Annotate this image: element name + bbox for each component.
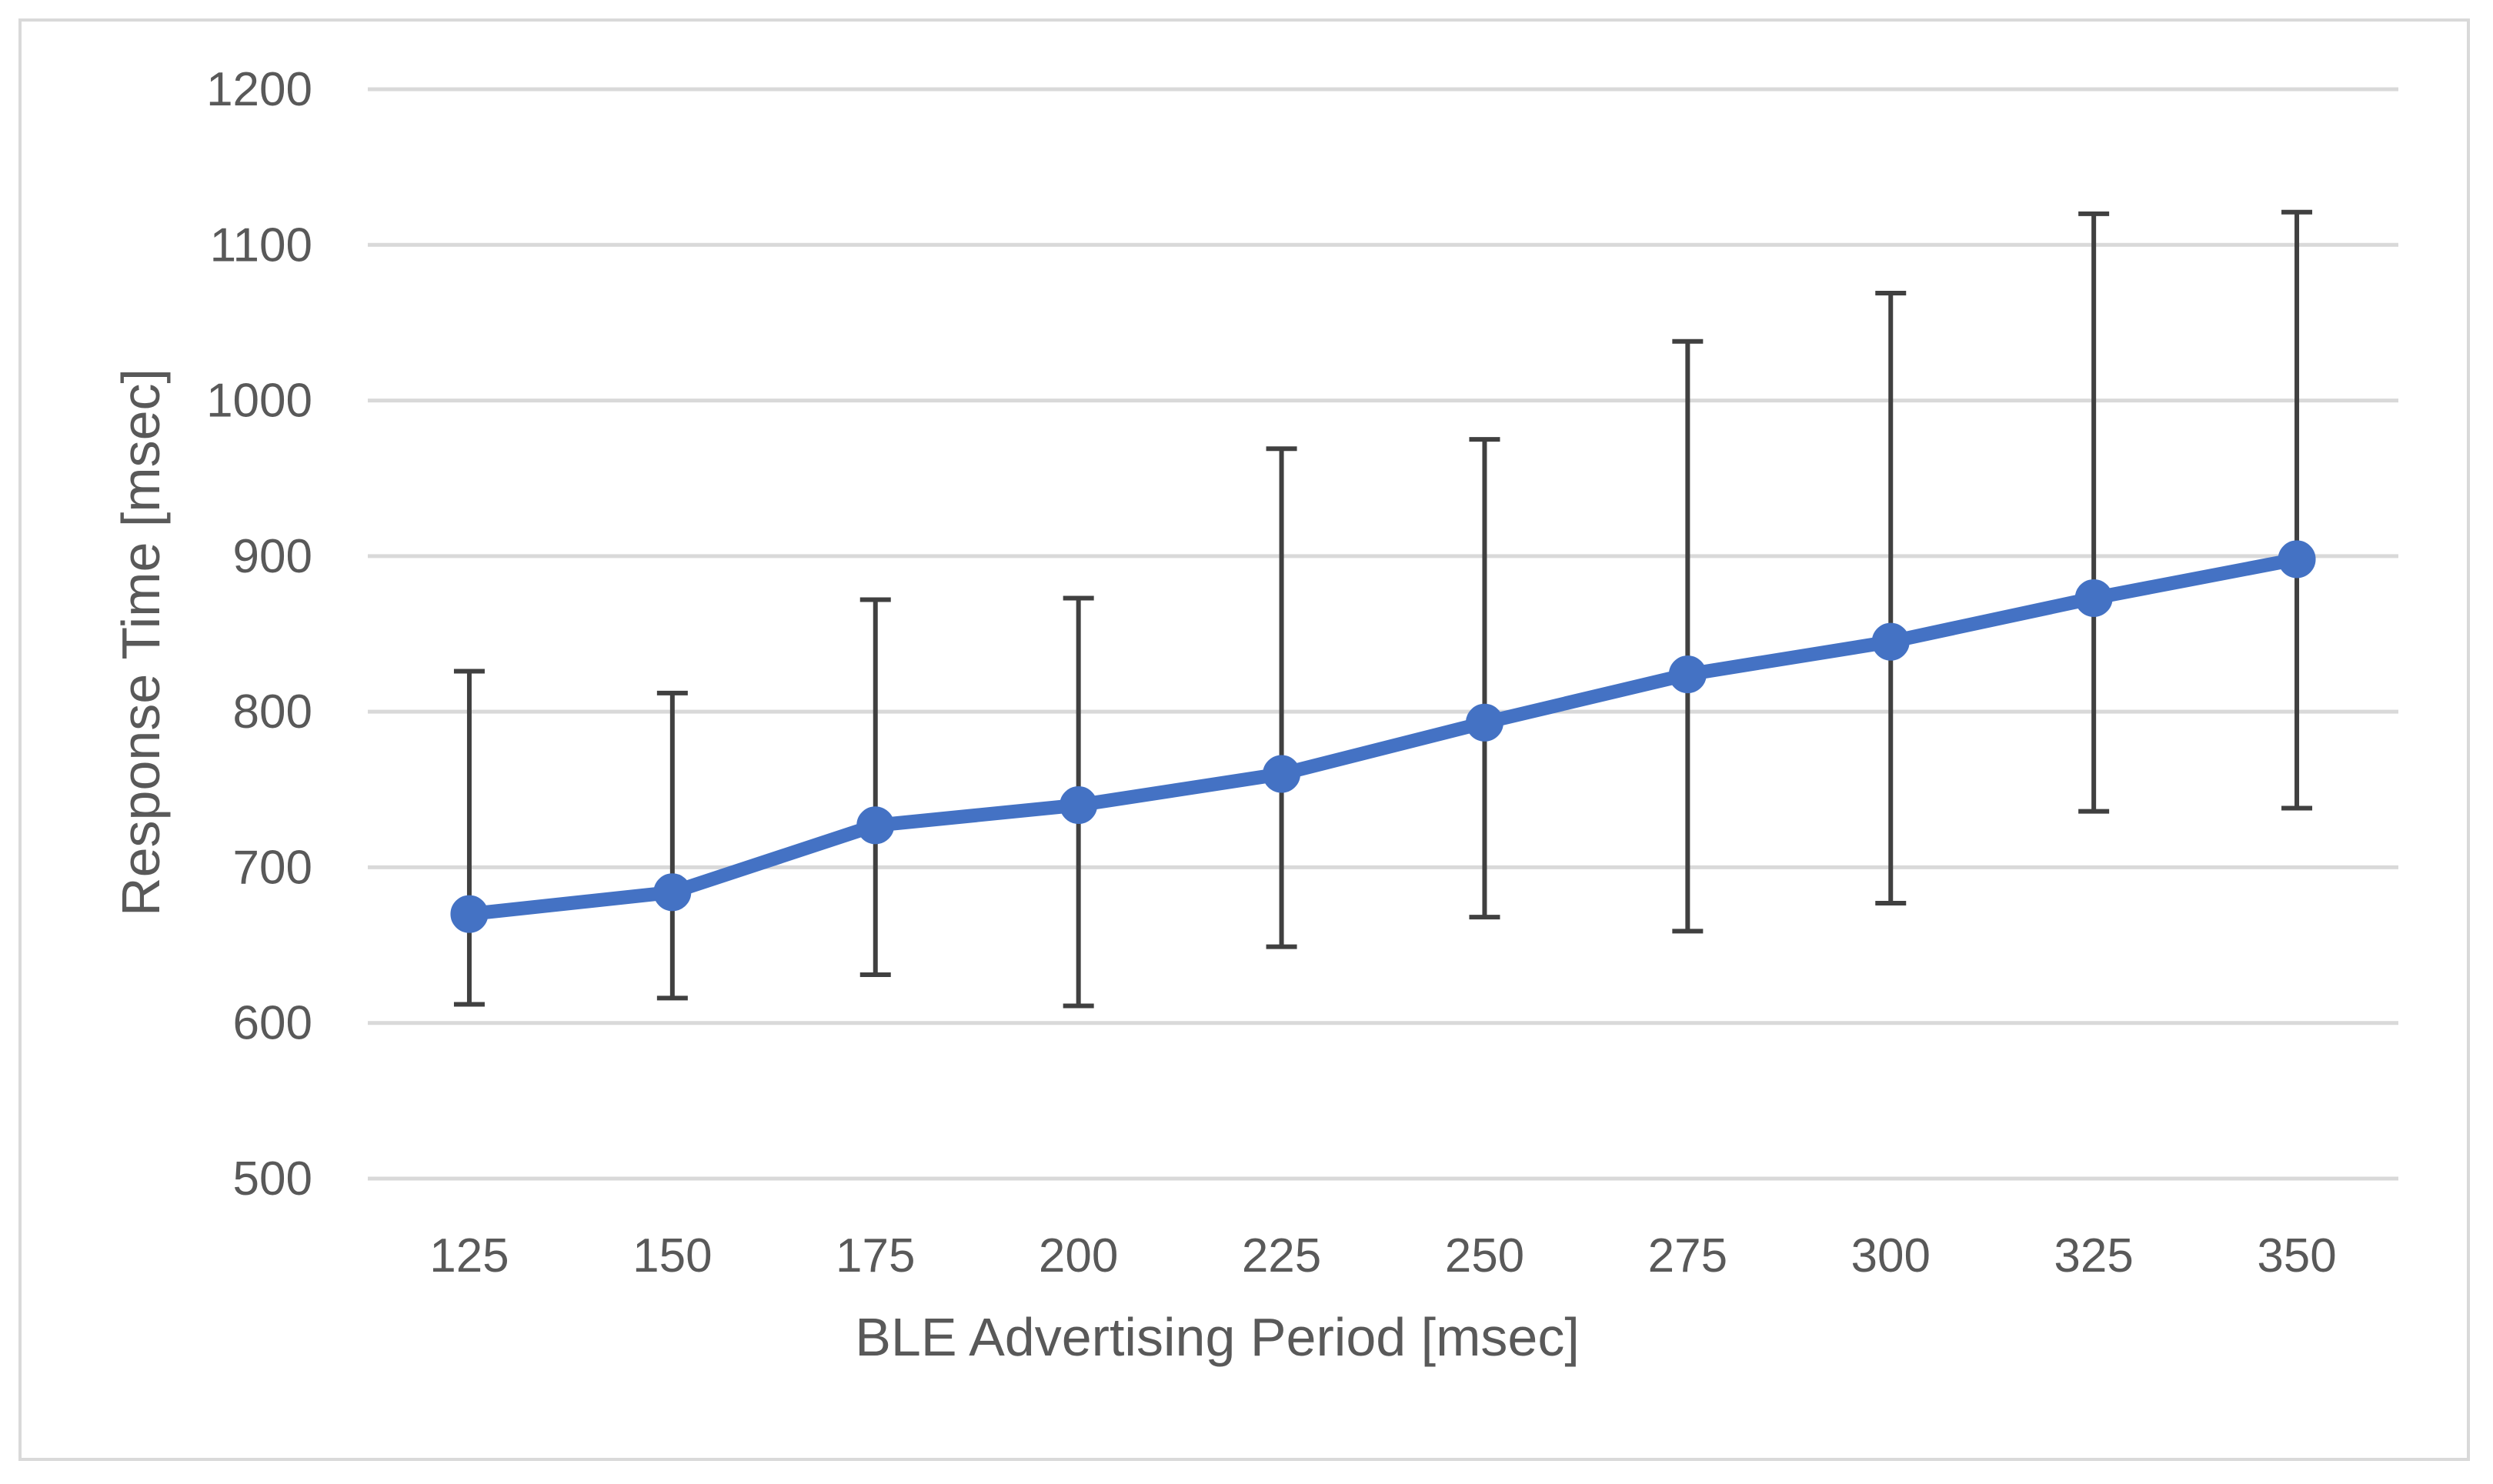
y-tick-label: 900 [233,530,312,583]
x-tick-label: 300 [1851,1229,1931,1282]
x-tick-label: 225 [1242,1229,1321,1282]
data-point [2074,579,2113,617]
y-axis-title: Response Time [msec] [111,368,171,916]
y-tick-label: 1100 [210,218,312,272]
data-point-markers [450,540,2316,933]
data-point [653,873,692,912]
x-tick-label: 150 [632,1229,712,1282]
data-point [1668,655,1707,694]
data-point [450,895,489,933]
x-tick-label: 275 [1648,1229,1727,1282]
x-tick-label: 250 [1445,1229,1524,1282]
error-bar [1469,437,1500,920]
x-axis-tick-labels: 125 150 175 200 225 250 275 300 325 350 [429,1229,2337,1282]
x-axis-title: BLE Advertising Period [msec] [855,1307,1580,1367]
series-line [462,552,2304,922]
x-tick-label: 200 [1039,1229,1118,1282]
error-bar [453,669,485,1007]
error-bar [2078,211,2110,814]
data-point [2278,540,2316,579]
error-bar [1672,338,1704,934]
y-tick-label: 600 [233,997,312,1050]
x-tick-label: 350 [2257,1229,2336,1282]
x-tick-label: 175 [836,1229,915,1282]
y-tick-label: 1200 [206,63,312,116]
data-point [1871,622,1910,661]
y-tick-label: 1000 [206,375,312,428]
y-tick-label: 800 [233,685,312,739]
series-line-layer [462,552,2304,922]
x-tick-label: 325 [2054,1229,2133,1282]
data-point [856,806,895,845]
data-point [1465,703,1503,742]
error-bar [1875,290,1907,905]
data-point [1263,755,1301,793]
chart-frame [18,18,2470,1461]
y-axis-tick-labels: 500 600 700 800 900 1000 1100 1200 [206,63,312,1206]
x-tick-label: 125 [429,1229,509,1282]
error-bar [2281,209,2313,811]
data-point [1060,786,1098,825]
error-bar [859,597,891,978]
error-bar [656,690,688,1001]
error-bar [1266,446,1297,949]
gridlines [368,87,2398,1181]
y-tick-label: 500 [233,1152,312,1206]
y-tick-label: 700 [233,841,312,894]
